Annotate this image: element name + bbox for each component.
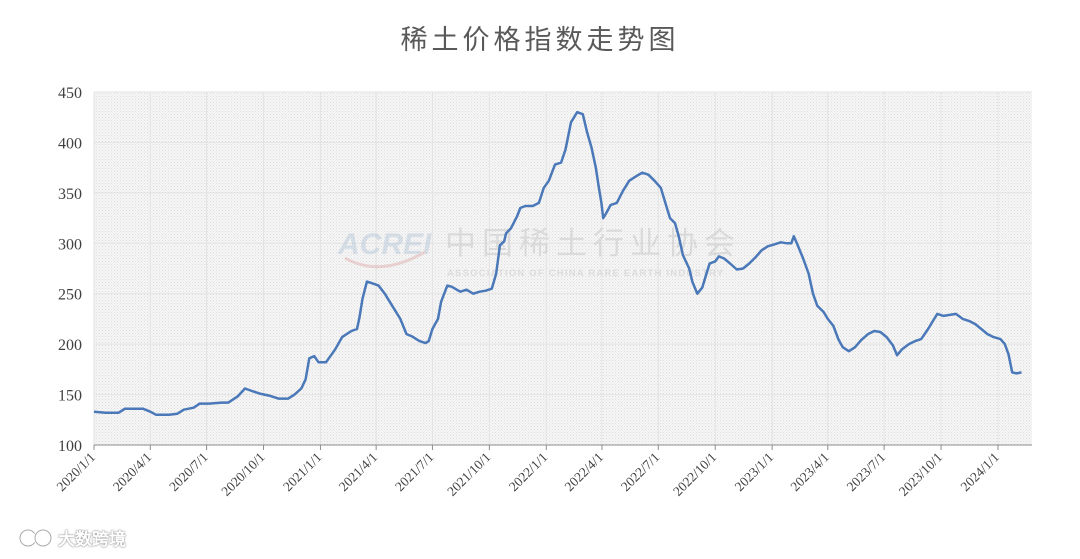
watermark-name-cn: 中国稀土行业协会 — [445, 226, 741, 262]
watermark: ACREI 中国稀土行业协会 ASSOCIATION OF CHINA RARE… — [337, 226, 741, 279]
brand-logo-icon — [18, 528, 53, 548]
x-tick-label: 2020/7/1 — [166, 450, 211, 495]
grid — [93, 91, 1032, 446]
x-tick-label: 2023/4/1 — [787, 450, 832, 495]
x-tick-label: 2021/7/1 — [392, 450, 437, 495]
x-tick-label: 2023/7/1 — [844, 450, 889, 495]
y-tick-label: 450 — [58, 85, 82, 102]
y-tick-label: 200 — [58, 337, 82, 354]
x-tick-label: 2022/7/1 — [618, 450, 663, 495]
series-line — [93, 110, 1022, 416]
x-tick-label: 2021/4/1 — [336, 450, 381, 495]
y-tick-label: 300 — [58, 236, 82, 253]
watermark-swoosh — [344, 250, 426, 269]
x-tick-label: 2020/4/1 — [110, 450, 155, 495]
x-tick-label: 2022/10/1 — [670, 450, 719, 499]
x-tick-label: 2020/10/1 — [218, 450, 267, 499]
y-tick-label: 100 — [58, 438, 82, 455]
y-tick-label: 350 — [58, 186, 82, 203]
x-tick-label: 2024/1/1 — [958, 450, 1003, 495]
y-tick-label: 150 — [58, 388, 82, 405]
x-tick-label: 2023/10/1 — [896, 450, 945, 499]
plot-area — [94, 92, 1032, 445]
x-tick-label: 2020/1/1 — [54, 450, 99, 495]
x-tick-label: 2021/1/1 — [280, 450, 325, 495]
watermark-name-en: ASSOCIATION OF CHINA RARE EARTH INDUSTRY — [447, 268, 724, 279]
y-tick-label: 250 — [58, 287, 82, 304]
chart-title: 稀土价格指数走势图 — [400, 25, 680, 56]
x-tick-label: 2022/1/1 — [506, 450, 551, 495]
brand-name: 大数跨境 — [58, 530, 126, 550]
y-tick-label: 400 — [58, 135, 82, 152]
x-tick-label: 2022/4/1 — [562, 450, 607, 495]
x-tick-label: 2023/1/1 — [732, 450, 777, 495]
x-tick-label: 2021/10/1 — [444, 450, 493, 499]
